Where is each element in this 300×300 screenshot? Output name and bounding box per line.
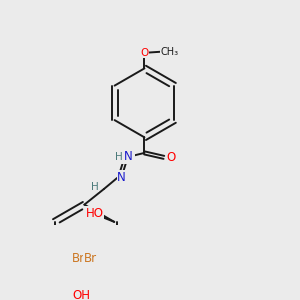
Text: H: H xyxy=(91,182,99,192)
Text: H: H xyxy=(115,152,123,162)
Text: O: O xyxy=(140,47,148,58)
Text: O: O xyxy=(167,151,176,164)
Text: Br: Br xyxy=(84,252,97,265)
Text: N: N xyxy=(124,150,133,163)
Text: CH₃: CH₃ xyxy=(160,47,178,57)
Text: OH: OH xyxy=(73,289,91,300)
Text: N: N xyxy=(117,171,126,184)
Text: HO: HO xyxy=(86,207,104,220)
Text: HN: HN xyxy=(117,150,135,163)
Text: Br: Br xyxy=(72,252,85,265)
